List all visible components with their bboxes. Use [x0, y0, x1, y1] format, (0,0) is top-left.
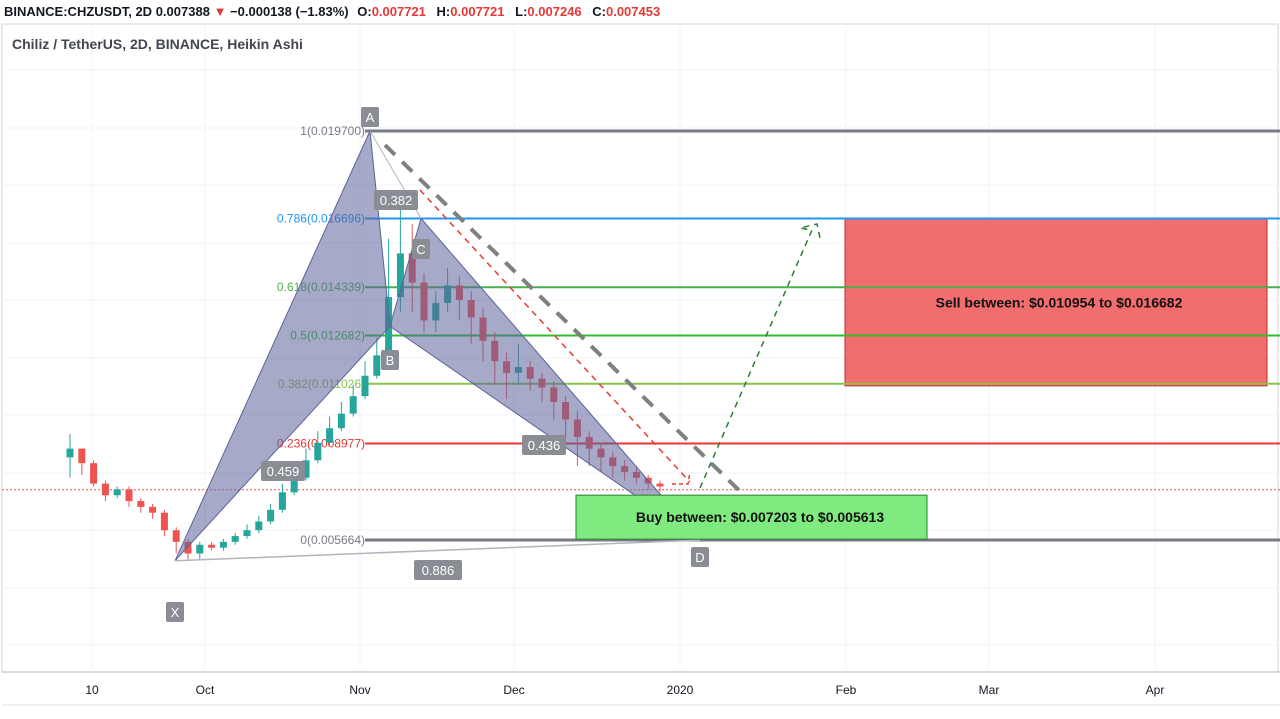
pattern-point-label: C [416, 242, 425, 257]
chart-title: Chiliz / TetherUS, 2D, BINANCE, Heikin A… [12, 36, 303, 52]
ratio-tag[interactable] [414, 560, 462, 580]
open-label: O: [357, 4, 372, 19]
candle-body[interactable] [278, 492, 286, 510]
candle-body[interactable] [361, 375, 369, 397]
candle-body[interactable] [314, 442, 322, 461]
fib-level-label: 0(0.005664) [300, 533, 365, 547]
ratio-label: 0.459 [267, 464, 300, 479]
pattern-point-tag[interactable] [166, 602, 184, 622]
candle-body[interactable] [160, 512, 168, 531]
candle-body[interactable] [208, 544, 216, 548]
x-axis-label: Feb [836, 683, 857, 697]
pattern-point-label: A [366, 110, 375, 125]
open-value: 0.007721 [371, 4, 426, 19]
pattern-point-label: D [695, 550, 704, 565]
candle-body[interactable] [66, 448, 74, 458]
candle-body[interactable] [231, 536, 239, 542]
pattern-xd-line [174, 539, 701, 562]
buy-zone-text: Buy between: $0.007203 to $0.005613 [636, 509, 884, 525]
sell-zone-text: Sell between: $0.010954 to $0.016682 [936, 294, 1183, 310]
buy-zone-box[interactable] [575, 494, 928, 540]
candle-body[interactable] [396, 253, 404, 298]
candle-body[interactable] [172, 530, 180, 542]
pattern-point-tag[interactable] [691, 547, 709, 567]
candle-body[interactable] [302, 460, 310, 478]
candle-body[interactable] [78, 448, 86, 464]
candle-body[interactable] [137, 501, 145, 507]
candle-body[interactable] [337, 413, 345, 429]
pattern-point-label: X [171, 605, 180, 620]
pattern-bcd-triangle[interactable] [389, 217, 701, 541]
ratio-tag[interactable] [522, 435, 566, 455]
sell-zone-box[interactable] [844, 218, 1268, 387]
symbol-header: BINANCE:CHZUSDT, 2D 0.007388 ▼ −0.000138… [4, 4, 661, 19]
high-label: H: [436, 4, 451, 19]
pattern-point-label: B [386, 353, 395, 368]
interval-label[interactable]: 2D [135, 4, 153, 19]
candle-body[interactable] [373, 355, 381, 376]
x-axis-label: Apr [1146, 683, 1165, 697]
candle-body[interactable] [290, 477, 298, 493]
last-price: 0.007388 [155, 4, 210, 19]
candle-body[interactable] [101, 483, 109, 496]
projection-red-tail [672, 471, 691, 485]
ratio-label: 0.886 [422, 563, 455, 578]
price-change: −0.000138 (−1.83%) [230, 4, 349, 19]
ratio-tag[interactable] [261, 461, 305, 481]
ratio-label: 0.436 [528, 438, 561, 453]
candle-body[interactable] [90, 463, 98, 484]
candle-body[interactable] [255, 521, 263, 531]
low-value: 0.007246 [527, 4, 582, 19]
high-value: 0.007721 [450, 4, 505, 19]
candle-body[interactable] [656, 483, 664, 487]
projection-red-dashed [419, 189, 691, 483]
symbol-name[interactable]: BINANCE:CHZUSDT [4, 4, 129, 19]
pattern-point-tag[interactable] [361, 107, 379, 127]
ratio-tag[interactable] [374, 190, 418, 210]
fib-level-label: 1(0.019700) [300, 124, 365, 138]
low-label: L: [515, 4, 528, 19]
candle-body[interactable] [267, 509, 275, 522]
pattern-point-tag[interactable] [381, 350, 399, 370]
close-value: 0.007453 [605, 4, 661, 19]
down-arrow-icon: ▼ [213, 4, 227, 19]
x-axis-label: Oct [196, 683, 215, 697]
pattern-point-tag[interactable] [412, 239, 430, 259]
candle-body[interactable] [243, 530, 251, 537]
candle-body[interactable] [196, 544, 204, 554]
projection-green-dashed [699, 223, 821, 489]
candle-body[interactable] [149, 506, 157, 513]
x-axis-label: Nov [349, 683, 370, 697]
x-axis-label: Dec [503, 683, 524, 697]
candle-body[interactable] [125, 489, 133, 502]
candle-body[interactable] [326, 428, 334, 443]
x-axis-label: Mar [979, 683, 1000, 697]
x-axis-label: 10 [85, 683, 99, 697]
candle-body[interactable] [219, 541, 227, 548]
pattern-xab-triangle[interactable] [174, 129, 391, 562]
candle-body[interactable] [184, 541, 192, 554]
x-axis-label: 2020 [667, 683, 694, 697]
candle-body[interactable] [349, 396, 357, 414]
candle-body[interactable] [113, 489, 121, 496]
ratio-label: 0.382 [380, 193, 413, 208]
close-label: C: [592, 4, 606, 19]
